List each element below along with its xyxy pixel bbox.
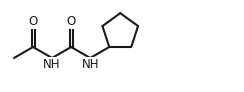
Text: NH: NH bbox=[43, 58, 61, 71]
Text: NH: NH bbox=[81, 58, 99, 71]
Text: O: O bbox=[67, 15, 76, 28]
Text: O: O bbox=[29, 15, 38, 28]
